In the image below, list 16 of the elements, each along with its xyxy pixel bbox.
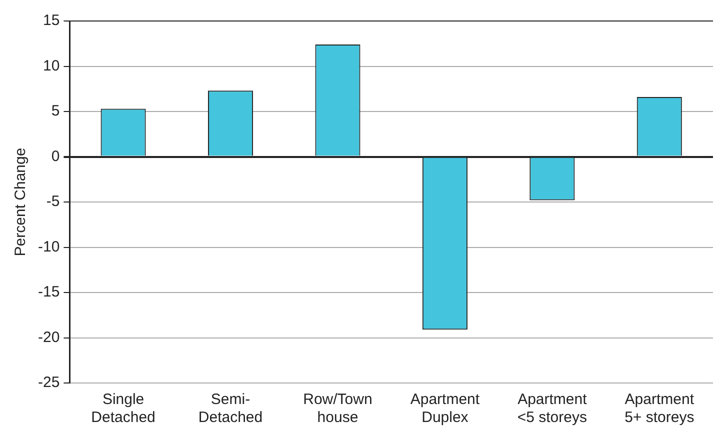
y-tick-label: -5 <box>46 193 60 210</box>
y-tick-label: -15 <box>38 284 60 301</box>
x-tick-label: Apartment Duplex <box>410 391 480 426</box>
x-tick-label: Apartment 5+ storeys <box>624 391 695 426</box>
y-tick-label: 0 <box>51 148 60 165</box>
y-tick-label: 5 <box>51 102 60 120</box>
y-axis-title: Percent Change <box>12 148 30 256</box>
x-tick-label: Single Detached <box>91 391 156 426</box>
x-tick-label: Row/Town house <box>303 391 372 426</box>
y-tick-label: -25 <box>38 374 60 392</box>
y-tick-label: -20 <box>38 328 60 346</box>
y-tick-label: 15 <box>42 12 60 30</box>
x-tick-label: Apartment <5 storeys <box>517 391 588 426</box>
y-tick-label: 10 <box>42 57 60 74</box>
x-tick-label: Semi-Detached <box>198 391 263 426</box>
y-tick-label: -10 <box>38 238 60 256</box>
